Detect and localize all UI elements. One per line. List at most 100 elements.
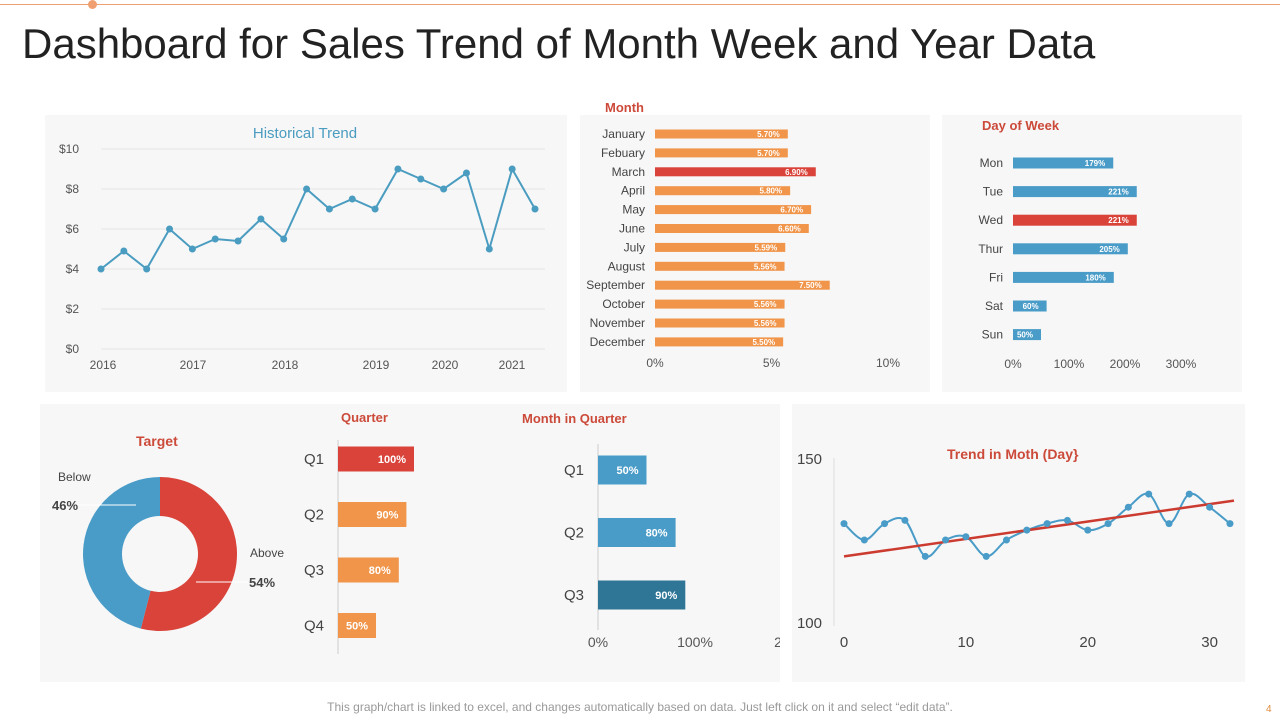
- category-label: August: [608, 259, 646, 273]
- footer-note: This graph/chart is linked to excel, and…: [327, 700, 953, 714]
- day-trend-panel[interactable]: Trend in Moth (Day} 100 150 0 10 20 30: [792, 404, 1245, 682]
- bar: [655, 242, 786, 252]
- bar: [1013, 186, 1137, 198]
- data-point: [234, 237, 242, 245]
- category-label: Q2: [304, 507, 324, 524]
- data-label: 221%: [1108, 216, 1128, 225]
- bar: [1013, 300, 1047, 312]
- data-point: [417, 175, 425, 183]
- x-tick-label: 0%: [1004, 357, 1022, 371]
- data-label: 180%: [1085, 273, 1105, 282]
- bar: [655, 318, 785, 328]
- data-point: [508, 165, 516, 173]
- pie-slice: [83, 477, 160, 629]
- data-point: [1043, 520, 1051, 528]
- series-line: [100, 166, 536, 271]
- category-label: October: [602, 297, 645, 311]
- data-label: 5.56%: [754, 262, 777, 271]
- bar: [338, 613, 376, 638]
- day-trend-title: Trend in Moth (Day}: [947, 446, 1079, 462]
- bar: [655, 148, 788, 158]
- x-tick-label: 20: [1079, 634, 1096, 651]
- data-point: [1124, 503, 1132, 511]
- data-point: [1145, 490, 1153, 498]
- data-point: [211, 235, 219, 243]
- slice-value-label: 54%: [249, 575, 275, 590]
- category-label: July: [624, 240, 645, 254]
- bar: [655, 129, 788, 139]
- category-label: Mon: [980, 156, 1003, 170]
- x-tick-label: 200%: [774, 634, 780, 650]
- x-tick-label: 2019: [363, 358, 390, 372]
- category-label: December: [590, 335, 645, 349]
- data-point: [1185, 490, 1193, 498]
- bar: [598, 518, 676, 547]
- x-tick-label: 0%: [646, 356, 664, 370]
- bar: [1013, 214, 1137, 226]
- data-label: 90%: [655, 590, 677, 602]
- x-tick-label: 2021: [499, 358, 526, 372]
- data-label: 205%: [1099, 245, 1119, 254]
- data-label: 221%: [1108, 188, 1128, 197]
- data-point: [303, 185, 311, 193]
- data-point: [188, 245, 196, 253]
- page-title: Dashboard for Sales Trend of Month Week …: [22, 20, 1096, 67]
- bar: [338, 557, 399, 583]
- data-point: [143, 265, 151, 273]
- data-point: [1104, 520, 1112, 528]
- data-point: [462, 169, 470, 177]
- category-label: Q4: [304, 618, 324, 635]
- data-label: 179%: [1085, 159, 1105, 168]
- category-label: Tue: [983, 185, 1004, 199]
- category-label: Wed: [979, 213, 1003, 227]
- month-title: Month: [605, 100, 644, 115]
- data-label: 80%: [369, 565, 391, 577]
- data-point: [840, 520, 848, 528]
- page-number: 4: [1266, 704, 1272, 715]
- data-point: [1165, 520, 1173, 528]
- y-tick-label: $8: [66, 182, 80, 196]
- month-chart: January 5.70% Febuary 5.70% March 6.90% April 5…: [586, 127, 900, 370]
- day-of-week-panel[interactable]: Day of Week Mon 179% Tue 221% Wed 221% Thur 205…: [942, 115, 1242, 392]
- data-point: [280, 235, 288, 243]
- category-label: November: [590, 316, 645, 330]
- y-tick-label: 100: [797, 615, 822, 632]
- data-label: 5.80%: [759, 187, 782, 196]
- category-label: May: [622, 203, 645, 217]
- x-tick-label: 300%: [1166, 357, 1197, 371]
- data-point: [1063, 516, 1071, 524]
- quarter-chart: Q1 100% Q2 90% Q3 80% Q4 50%: [304, 440, 414, 654]
- month-in-quarter-title: Month in Quarter: [522, 411, 627, 426]
- bar: [1013, 243, 1128, 255]
- x-tick-label: 200%: [1110, 357, 1141, 371]
- x-tick-label: 2020: [432, 358, 459, 372]
- data-point: [371, 205, 379, 213]
- category-label: Fri: [989, 270, 1003, 284]
- historical-trend-panel[interactable]: Historical Trend $0 $2 $4 $6 $8 $10 2016 2017 20…: [45, 115, 567, 392]
- category-label: Febuary: [601, 146, 645, 160]
- bar: [1013, 329, 1041, 341]
- y-tick-label: $2: [66, 302, 80, 316]
- category-label: September: [586, 278, 645, 292]
- data-point: [348, 195, 356, 203]
- data-point: [485, 245, 493, 253]
- x-tick-label: 2017: [180, 358, 207, 372]
- data-label: 50%: [1017, 331, 1033, 340]
- data-label: 6.70%: [780, 206, 803, 215]
- x-tick-label: 10%: [876, 356, 900, 370]
- data-point: [1084, 526, 1092, 534]
- category-label: March: [612, 165, 645, 179]
- bar: [598, 455, 647, 485]
- data-label: 5.59%: [755, 243, 778, 252]
- quarter-title: Quarter: [341, 410, 388, 425]
- day-of-week-title: Day of Week: [982, 118, 1060, 133]
- quarter-panel[interactable]: Target Quarter Month in Quarter Below 46%…: [40, 404, 780, 682]
- category-label: Sun: [982, 328, 1003, 342]
- month-panel[interactable]: January 5.70% Febuary 5.70% March 6.90% April 5…: [580, 115, 930, 392]
- bar: [1013, 157, 1114, 169]
- y-tick-label: $6: [66, 222, 80, 236]
- data-point: [1226, 520, 1234, 528]
- x-tick-label: 0%: [588, 634, 608, 650]
- top-accent-dot: [88, 0, 97, 9]
- bar: [338, 502, 407, 527]
